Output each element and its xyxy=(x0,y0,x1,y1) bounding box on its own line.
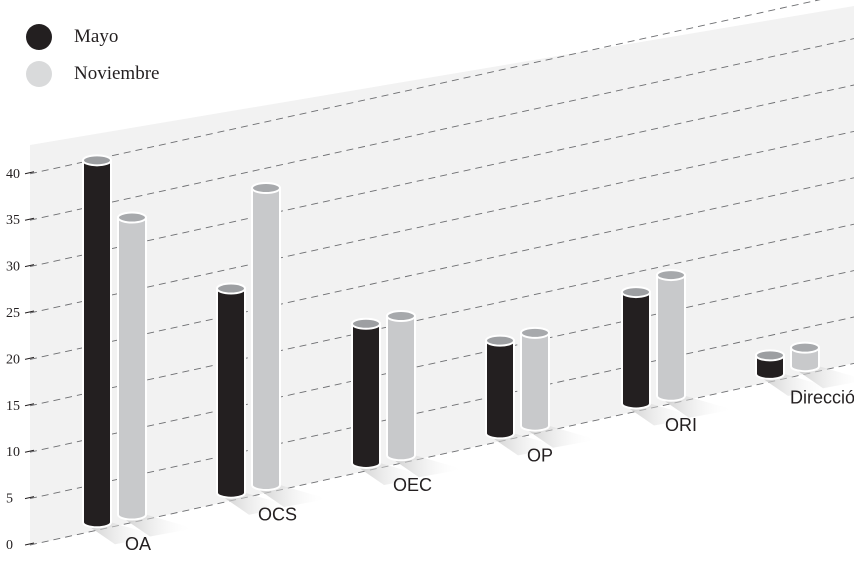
y-tick-label-30: 30 xyxy=(6,260,20,275)
gridline-0 xyxy=(29,362,854,546)
bar-top xyxy=(790,341,820,354)
y-tick-mark-25 xyxy=(24,310,35,314)
bar-top xyxy=(621,286,651,299)
bar-body xyxy=(216,287,246,499)
bar-body xyxy=(790,346,820,373)
bar-noviembre-ocs xyxy=(251,182,328,507)
gridline-40 xyxy=(29,0,821,175)
legend-swatch-noviembre xyxy=(26,61,52,87)
y-tick-label-0: 0 xyxy=(6,538,13,553)
gridline-25 xyxy=(29,130,854,314)
gridline-20 xyxy=(29,177,854,360)
x-axis-labels: OA OCS OEC OP ORI Dirección xyxy=(125,387,854,554)
bar-mayo-ocs xyxy=(216,282,293,515)
y-tick-mark-40 xyxy=(24,171,35,175)
x-tick-label-ocs: OCS xyxy=(258,505,297,525)
bar-mayo-dirección xyxy=(755,349,832,396)
y-tick-label-5: 5 xyxy=(6,492,13,507)
legend-swatch-mayo xyxy=(26,24,52,50)
legend-item-mayo: Mayo xyxy=(26,24,118,50)
y-tick-label-15: 15 xyxy=(6,399,20,414)
bar-noviembre-op xyxy=(520,326,597,448)
bar-top xyxy=(755,349,785,362)
bar-top xyxy=(485,334,515,347)
x-tick-label-dirección: Dirección xyxy=(790,387,854,407)
bar-top xyxy=(386,310,416,323)
bar-mayo-oa xyxy=(82,154,159,545)
grid-lines xyxy=(29,0,854,546)
x-tick-label-ori: ORI xyxy=(665,415,697,435)
y-tick-label-25: 25 xyxy=(6,306,20,321)
bar-body xyxy=(117,216,147,521)
bar-noviembre-oec xyxy=(386,310,463,478)
y-tick-mark-10 xyxy=(24,449,35,453)
bar-top xyxy=(351,317,381,330)
x-tick-label-oa: OA xyxy=(125,534,151,554)
y-tick-mark-5 xyxy=(24,496,35,500)
bar-mayo-ori xyxy=(621,286,698,426)
y-tick-mark-0 xyxy=(24,542,35,546)
bar-body xyxy=(755,354,785,380)
bar-body xyxy=(520,331,550,432)
gridline-30 xyxy=(29,84,854,268)
bar-noviembre-oa xyxy=(117,211,194,537)
y-tick-mark-35 xyxy=(24,217,35,221)
y-tick-mark-30 xyxy=(24,264,35,268)
legend-label-noviembre: Noviembre xyxy=(74,63,160,84)
y-tick-mark-15 xyxy=(24,403,35,407)
gridline-10 xyxy=(29,270,854,453)
bar-body xyxy=(251,187,281,491)
bar-top xyxy=(656,269,686,282)
legend-label-mayo: Mayo xyxy=(74,26,119,47)
gridline-35 xyxy=(29,38,854,221)
bar-body xyxy=(656,274,686,402)
y-tick-label-35: 35 xyxy=(6,213,20,228)
bar-top xyxy=(216,282,246,295)
y-tick-label-40: 40 xyxy=(6,167,20,182)
y-axis-ticks: 0 5 10 15 20 25 30 35 40 xyxy=(6,167,35,553)
bar-top xyxy=(520,326,550,339)
bar-mayo-oec xyxy=(351,317,428,485)
bar-body xyxy=(351,322,381,469)
bar-noviembre-dirección xyxy=(790,341,854,389)
x-tick-label-op: OP xyxy=(527,445,553,465)
gridline-15 xyxy=(29,223,854,407)
bar-body xyxy=(485,339,515,440)
y-tick-mark-20 xyxy=(24,356,35,360)
x-tick-label-oec: OEC xyxy=(393,475,432,495)
legend-item-noviembre: Noviembre xyxy=(26,61,159,87)
bar-noviembre-ori xyxy=(656,269,733,418)
y-tick-label-20: 20 xyxy=(6,352,20,367)
bar-mayo-op xyxy=(485,334,562,456)
bar-top xyxy=(82,154,112,167)
bars xyxy=(82,154,854,545)
bar-body xyxy=(386,315,416,462)
y-tick-label-10: 10 xyxy=(6,445,20,460)
bar-top xyxy=(117,211,147,224)
gridline-5 xyxy=(29,316,854,500)
bar-body xyxy=(621,291,651,410)
bar-top xyxy=(251,182,281,195)
bar-body xyxy=(82,159,112,529)
